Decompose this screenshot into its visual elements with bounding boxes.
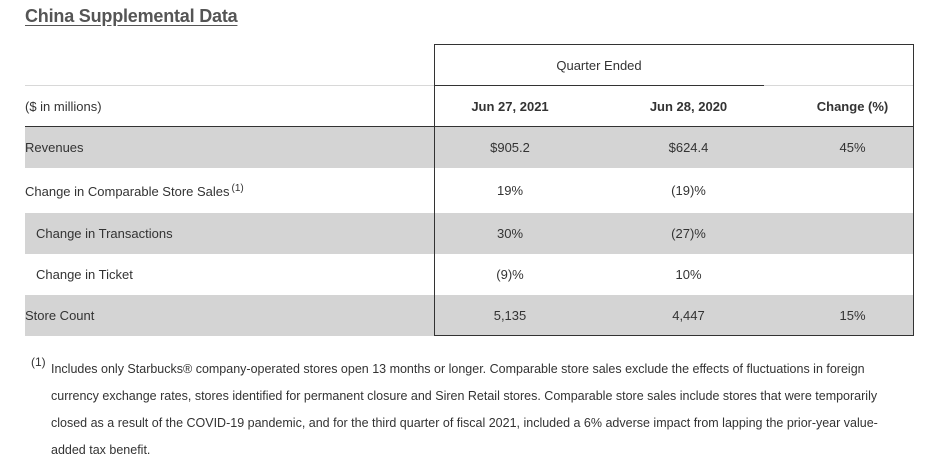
- table-row-comparable-sales: Change in Comparable Store Sales (1) 19% …: [25, 168, 914, 213]
- row-label: Change in Transactions: [36, 226, 173, 241]
- row-label: Change in Ticket: [36, 267, 133, 282]
- cell-current: 19%: [496, 183, 524, 198]
- row-label: Change in Comparable Store Sales (1): [25, 183, 434, 199]
- cell-change: 15%: [839, 308, 866, 323]
- cell-prior: (27)%: [671, 226, 706, 241]
- table-row-store-count: Store Count 5,135 4,447 15%: [25, 295, 914, 336]
- column-header-change: Change (%): [816, 98, 889, 114]
- footnote-text: Includes only Starbucks® company-operate…: [51, 362, 878, 457]
- row-label: Revenues: [25, 140, 84, 155]
- page-title[interactable]: China Supplemental Data: [25, 6, 238, 26]
- header-divider: [25, 126, 914, 127]
- footnote-marker: (1): [31, 355, 46, 369]
- table-row-revenues: Revenues $905.2 $624.4 45%: [25, 127, 914, 168]
- cell-current: (9)%: [496, 267, 524, 282]
- column-header-current: Jun 27, 2021: [471, 98, 549, 114]
- row-label-text: Change in Comparable Store Sales: [25, 183, 230, 199]
- divider: [25, 85, 434, 86]
- divider: [764, 85, 914, 86]
- cell-prior: (19)%: [671, 183, 706, 198]
- cell-prior: $624.4: [668, 140, 709, 155]
- row-label: Store Count: [25, 308, 95, 323]
- period-divider: [434, 85, 764, 86]
- column-divider: [434, 44, 435, 336]
- cell-change: 45%: [839, 140, 866, 155]
- cell-prior: 10%: [675, 267, 702, 282]
- units-label: ($ in millions): [25, 98, 102, 114]
- table-row-ticket: Change in Ticket (9)% 10%: [25, 254, 914, 295]
- cell-current: $905.2: [490, 140, 530, 155]
- column-header-prior: Jun 28, 2020: [649, 98, 728, 114]
- period-header: Quarter Ended: [556, 58, 642, 73]
- cell-prior: 4,447: [672, 308, 705, 323]
- footnote-ref[interactable]: (1): [231, 182, 244, 194]
- cell-current: 5,135: [493, 308, 527, 323]
- cell-current: 30%: [496, 226, 524, 241]
- table-row-transactions: Change in Transactions 30% (27)%: [25, 213, 914, 254]
- table-header-row: ($ in millions) Jun 27, 2021 Jun 28, 202…: [25, 86, 914, 126]
